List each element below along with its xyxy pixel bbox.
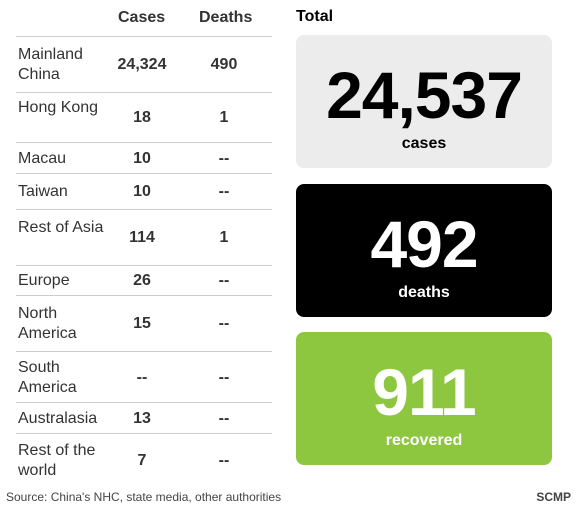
deaths-value: 1 [219,229,229,246]
brand-logo-text: SCMP [536,490,571,504]
table-row: Mainland China 24,324 490 [16,36,272,92]
region-name: Macau [18,150,67,167]
region-name: Rest of Asia [18,219,104,236]
cases-value: 7 [137,452,147,469]
table-header: Cases Deaths [16,0,272,36]
cases-value: 114 [129,229,155,246]
region-name: Rest of the world [18,442,96,479]
region-name: Australasia [18,410,98,427]
table-row: North America 15 -- [16,295,272,351]
source-note: Source: China's NHC, state media, other … [6,490,282,504]
table-row: Europe 26 -- [16,265,272,295]
total-title: Total [296,8,334,25]
table-row: Rest of Asia 114 1 [16,209,272,265]
deaths-value: -- [218,272,230,289]
deaths-value: 1 [219,109,229,126]
total-deaths-label: deaths [398,284,450,301]
cases-value: 24,324 [117,56,167,73]
total-recovered-value: 911 [372,355,476,429]
cases-value: 18 [133,109,151,126]
deaths-value: -- [218,183,230,200]
region-name: North America [18,305,77,342]
region-name: Taiwan [18,183,68,200]
table-row: Rest of the world 7 -- [16,433,272,487]
region-name: Hong Kong [18,99,99,116]
cases-value: 15 [133,315,151,332]
deaths-value: 490 [210,56,238,73]
total-cases-value: 24,537 [326,58,523,132]
table-row: South America -- -- [16,351,272,402]
cases-table: Cases Deaths Mainland China 24,324 490 Hong… [16,0,272,487]
table-row: Australasia 13 -- [16,402,272,433]
cases-value: 26 [133,272,151,289]
total-deaths-card: 492 deaths [296,184,552,317]
total-recovered-card: 911 recovered [296,332,552,465]
header-cases: Cases [118,9,166,26]
deaths-value: -- [218,452,230,469]
total-deaths-value: 492 [370,207,478,281]
deaths-value: -- [218,410,230,427]
cases-value: -- [136,369,148,386]
total-cases-card: 24,537 cases [296,35,552,168]
cases-value: 10 [133,183,151,200]
table-row: Macau 10 -- [16,142,272,173]
header-deaths: Deaths [199,9,253,26]
total-recovered-label: recovered [385,432,463,449]
deaths-value: -- [218,369,230,386]
cases-value: 10 [133,150,151,167]
table-row: Hong Kong 18 1 [16,92,272,142]
region-name: Europe [18,272,70,289]
cases-value: 13 [133,410,151,427]
table-body: Mainland China 24,324 490 Hong Kong 18 1 Macau… [16,36,272,487]
deaths-value: -- [218,315,230,332]
deaths-value: -- [218,150,230,167]
total-cases-label: cases [401,135,447,152]
table-row: Taiwan 10 -- [16,173,272,209]
region-name: Mainland China [18,46,83,83]
region-name: South America [18,359,77,396]
